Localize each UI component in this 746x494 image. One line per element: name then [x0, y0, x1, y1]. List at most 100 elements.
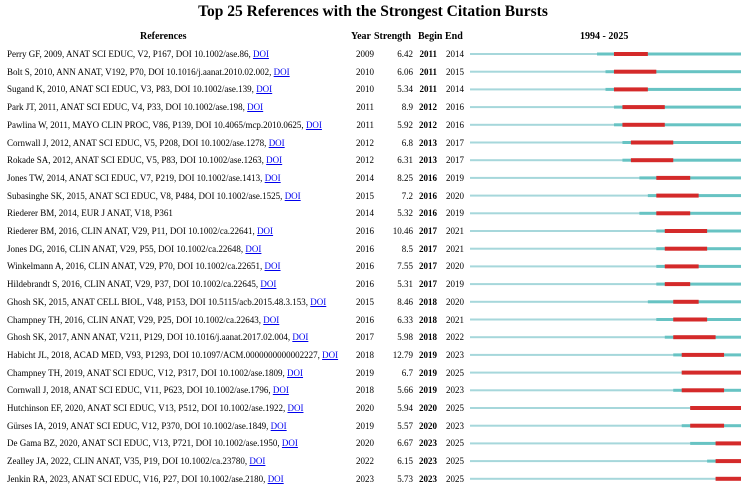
- timeline-base-line: [470, 265, 741, 268]
- year-cell: 2016: [356, 226, 374, 236]
- reference-text: Winkelmann A, 2016, CLIN ANAT, V29, P70,…: [7, 260, 281, 272]
- reference-citation: Jones DG, 2016, CLIN ANAT, V29, P55, DOI…: [7, 243, 244, 254]
- doi-link[interactable]: DOI: [252, 49, 269, 59]
- timeline-base-line: [470, 300, 741, 303]
- begin-cell: 2017: [419, 226, 437, 236]
- doi-link[interactable]: DOI: [264, 261, 281, 272]
- reference-text: Sugand K, 2010, ANAT SCI EDUC, V3, P83, …: [7, 83, 272, 95]
- strength-cell: 5.57: [397, 420, 413, 431]
- timeline-base-line: [470, 389, 741, 392]
- reference-text: Habicht JL, 2018, ACAD MED, V93, P1293, …: [7, 349, 338, 361]
- reference-citation: Champney TH, 2016, CLIN ANAT, V29, P25, …: [7, 314, 261, 325]
- end-cell: 2016: [446, 119, 464, 130]
- timeline-base-line: [470, 176, 741, 179]
- strength-cell: 6.42: [397, 49, 413, 59]
- end-cell: 2019: [446, 279, 464, 290]
- begin-cell: 2019: [419, 367, 437, 378]
- doi-link[interactable]: DOI: [322, 349, 339, 360]
- doi-link[interactable]: DOI: [273, 66, 290, 77]
- burst-bar: [673, 317, 708, 322]
- burst-bar: [690, 423, 725, 428]
- header-timeline: 1994 - 2025: [580, 31, 629, 42]
- reference-text: Hutchinson EF, 2020, ANAT SCI EDUC, V13,…: [7, 402, 303, 414]
- begin-cell: 2020: [419, 403, 437, 413]
- year-cell: 2019: [356, 420, 374, 431]
- end-cell: 2019: [446, 208, 464, 219]
- reference-text: Jones TW, 2014, ANAT SCI EDUC, V7, P219,…: [7, 172, 281, 184]
- begin-cell: 2019: [419, 349, 437, 360]
- doi-link[interactable]: DOI: [263, 314, 280, 325]
- doi-link[interactable]: DOI: [256, 84, 273, 95]
- doi-link[interactable]: DOI: [287, 367, 304, 378]
- doi-link[interactable]: DOI: [305, 119, 322, 130]
- reference-citation: Perry GF, 2009, ANAT SCI EDUC, V2, P167,…: [7, 49, 251, 59]
- doi-link[interactable]: DOI: [266, 155, 283, 166]
- begin-cell: 2023: [419, 473, 437, 484]
- year-cell: 2016: [356, 261, 374, 272]
- begin-cell: 2013: [419, 137, 437, 148]
- reference-citation: Champney TH, 2019, ANAT SCI EDUC, V12, P…: [7, 367, 285, 378]
- reference-text: Rokade SA, 2012, ANAT SCI EDUC, V5, P83,…: [7, 154, 282, 166]
- timeline-active-line: [622, 141, 741, 144]
- reference-citation: Hildebrandt S, 2016, CLIN ANAT, V29, P37…: [7, 279, 259, 290]
- year-cell: 2017: [356, 332, 374, 343]
- year-cell: 2010: [356, 84, 374, 95]
- strength-cell: 5.98: [397, 332, 413, 343]
- burst-bar: [681, 370, 741, 375]
- end-cell: 2021: [446, 314, 464, 325]
- reference-citation: Rokade SA, 2012, ANAT SCI EDUC, V5, P83,…: [7, 155, 264, 166]
- timeline-base-line: [470, 353, 741, 356]
- timeline-base-line: [470, 141, 741, 144]
- year-cell: 2015: [356, 190, 374, 201]
- reference-text: Bolt S, 2010, ANN ANAT, V192, P70, DOI 1…: [7, 66, 290, 78]
- doi-link[interactable]: DOI: [264, 172, 281, 183]
- reference-citation: Sugand K, 2010, ANAT SCI EDUC, V3, P83, …: [7, 84, 254, 95]
- reference-text: Park JT, 2011, ANAT SCI EDUC, V4, P33, D…: [7, 101, 263, 113]
- timeline-base-line: [470, 283, 741, 286]
- doi-link[interactable]: DOI: [260, 279, 277, 290]
- burst-bar: [715, 441, 741, 446]
- timeline-base-line: [470, 194, 741, 197]
- reference-text: Jenkin RA, 2023, ANAT SCI EDUC, V16, P27…: [7, 473, 284, 485]
- doi-link[interactable]: DOI: [284, 190, 301, 201]
- end-cell: 2016: [446, 102, 464, 113]
- burst-bar: [664, 282, 691, 287]
- doi-link[interactable]: DOI: [268, 137, 285, 148]
- end-cell: 2020: [446, 261, 464, 272]
- doi-link[interactable]: DOI: [310, 296, 327, 307]
- doi-link[interactable]: DOI: [249, 456, 266, 467]
- doi-link[interactable]: DOI: [270, 420, 287, 431]
- year-cell: 2018: [356, 349, 374, 360]
- doi-link[interactable]: DOI: [257, 226, 274, 236]
- strength-cell: 7.55: [397, 261, 413, 272]
- strength-cell: 5.92: [397, 119, 413, 130]
- reference-text: Gürses IA, 2019, ANAT SCI EDUC, V12, P37…: [7, 420, 287, 432]
- burst-bar: [613, 52, 648, 56]
- doi-link[interactable]: DOI: [247, 102, 264, 113]
- reference-citation: Gürses IA, 2019, ANAT SCI EDUC, V12, P37…: [7, 420, 269, 431]
- reference-citation: Zealley JA, 2022, CLIN ANAT, V35, P19, D…: [7, 456, 248, 467]
- burst-bar: [630, 158, 674, 163]
- end-cell: 2023: [446, 385, 464, 396]
- doi-link[interactable]: DOI: [287, 403, 304, 413]
- end-cell: 2025: [446, 367, 464, 378]
- doi-link[interactable]: DOI: [292, 332, 309, 343]
- doi-link[interactable]: DOI: [245, 243, 262, 254]
- doi-link[interactable]: DOI: [267, 473, 284, 484]
- end-cell: 2017: [446, 137, 464, 148]
- strength-cell: 5.32: [397, 208, 413, 219]
- chart-title: Top 25 References with the Strongest Cit…: [198, 3, 548, 20]
- begin-cell: 2011: [419, 84, 437, 95]
- strength-cell: 6.67: [397, 438, 413, 449]
- burst-bar: [715, 459, 741, 464]
- reference-text: Zealley JA, 2022, CLIN ANAT, V35, P19, D…: [7, 455, 265, 467]
- burst-bar: [630, 140, 674, 145]
- doi-link[interactable]: DOI: [281, 438, 298, 449]
- year-cell: 2009: [356, 49, 374, 59]
- doi-link[interactable]: DOI: [272, 385, 289, 396]
- reference-text: Champney TH, 2016, CLIN ANAT, V29, P25, …: [7, 314, 279, 326]
- begin-cell: 2011: [419, 49, 437, 59]
- burst-bar: [673, 335, 716, 340]
- strength-cell: 8.25: [397, 172, 413, 183]
